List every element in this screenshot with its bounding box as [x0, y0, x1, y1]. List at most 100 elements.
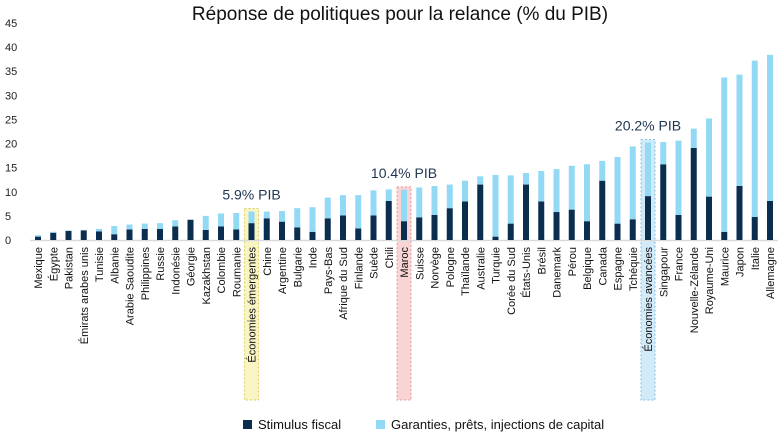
- bar-guarantees: [127, 225, 133, 230]
- x-tick-label: Norvège: [430, 247, 442, 289]
- bar-guarantees: [96, 229, 102, 231]
- x-tick-label: Albanie: [109, 247, 121, 284]
- bar-guarantees: [477, 176, 483, 184]
- bar-guarantees: [233, 213, 239, 229]
- x-tick-label: Roumanie: [231, 247, 243, 297]
- y-tick-label: 40: [5, 42, 17, 54]
- x-tick-label: Pérou: [567, 247, 579, 276]
- x-tick-label: Mexique: [33, 247, 45, 289]
- bar-guarantees: [493, 175, 499, 237]
- x-tick-label: Russie: [155, 247, 167, 281]
- bar-fiscal: [676, 215, 682, 240]
- x-tick-label: Inde: [308, 247, 320, 268]
- y-tick-label: 35: [5, 66, 17, 78]
- bar-fiscal: [172, 226, 178, 240]
- bar-fiscal: [615, 224, 621, 240]
- bar-fiscal: [706, 197, 712, 240]
- x-tick-label: Royaume-Uni: [704, 247, 716, 314]
- bar-fiscal: [127, 229, 133, 240]
- bar-guarantees: [554, 169, 560, 212]
- bar-guarantees: [35, 235, 41, 236]
- bar-fiscal: [81, 230, 87, 240]
- bar-guarantees: [462, 181, 468, 202]
- bar-fiscal: [721, 232, 727, 240]
- y-tick-label: 30: [5, 90, 17, 102]
- bar-fiscal: [538, 201, 544, 240]
- bar-fiscal: [432, 215, 438, 240]
- bar-fiscal: [599, 181, 605, 240]
- x-tick-label: Italie: [750, 247, 762, 270]
- bar-fiscal: [355, 228, 361, 240]
- bar-fiscal: [142, 229, 148, 240]
- bar-guarantees: [615, 157, 621, 224]
- bar-guarantees: [569, 166, 575, 210]
- bar-fiscal: [96, 231, 102, 240]
- x-tick-label: Argentine: [277, 247, 289, 294]
- x-tick-label: Maurice: [719, 247, 731, 286]
- bar-fiscal: [447, 208, 453, 240]
- x-tick-label: Économies émergentes: [246, 247, 259, 363]
- bar-fiscal: [645, 196, 651, 240]
- bar-fiscal: [264, 218, 270, 240]
- bar-guarantees: [432, 186, 438, 215]
- x-tick-label: Pays-Bas: [323, 247, 335, 295]
- x-tick-label: Turquie: [491, 247, 503, 284]
- x-tick-label: États-Unis: [520, 247, 533, 298]
- bar-fiscal: [508, 224, 514, 240]
- y-tick-label: 10: [5, 187, 17, 199]
- bar-fiscal: [157, 229, 163, 240]
- annotation-label: 20.2% PIB: [615, 118, 681, 134]
- bar-fiscal: [752, 217, 758, 240]
- x-tick-label: Arabie Saoudite: [125, 247, 137, 325]
- bar-guarantees: [523, 173, 529, 185]
- x-tick-label: Kazakhstan: [201, 247, 213, 304]
- y-tick-label: 0: [5, 235, 11, 247]
- bar-guarantees: [142, 224, 148, 229]
- y-tick-label: 15: [5, 163, 17, 175]
- bar-guarantees: [630, 146, 636, 219]
- bar-fiscal: [371, 215, 377, 240]
- bar-guarantees: [447, 185, 453, 209]
- bar-fiscal: [203, 230, 209, 240]
- bar-guarantees: [50, 232, 56, 233]
- bar-guarantees: [599, 161, 605, 181]
- x-tick-label: Suède: [369, 247, 381, 279]
- legend-label-fiscal: Stimulus fiscal: [258, 417, 341, 432]
- bar-guarantees: [645, 143, 651, 197]
- x-tick-label: Belgique: [582, 247, 594, 290]
- x-tick-label: Colombie: [216, 247, 228, 293]
- bar-guarantees: [157, 223, 163, 229]
- x-tick-label: Bulgarie: [292, 247, 304, 287]
- bar-fiscal: [462, 201, 468, 240]
- bar-fiscal: [523, 185, 529, 240]
- bar-fiscal: [554, 212, 560, 240]
- bar-guarantees: [279, 211, 285, 222]
- x-tick-label: Maroc: [399, 247, 411, 278]
- bar-fiscal: [50, 233, 56, 240]
- bar-fiscal: [386, 201, 392, 240]
- x-tick-label: Danemark: [552, 247, 564, 298]
- bar-guarantees: [371, 190, 377, 215]
- bar-guarantees: [691, 129, 697, 148]
- legend-swatch-guarantees: [376, 420, 385, 429]
- bar-fiscal: [111, 234, 117, 240]
- bar-guarantees: [218, 213, 224, 226]
- x-tick-label: Chili: [384, 247, 396, 268]
- bar-guarantees: [752, 61, 758, 217]
- x-tick-label: Canada: [597, 246, 609, 285]
- x-tick-label: Allemagne: [765, 247, 777, 299]
- x-tick-label: Japon: [735, 247, 747, 277]
- bar-guarantees: [721, 77, 727, 231]
- bar-fiscal: [477, 185, 483, 240]
- bar-guarantees: [355, 195, 361, 228]
- bar-guarantees: [416, 187, 422, 217]
- x-tick-label: Égypte: [47, 247, 60, 281]
- bar-guarantees: [660, 142, 666, 164]
- x-tick-label: Afrique du Sud: [338, 247, 350, 320]
- bar-guarantees: [706, 118, 712, 196]
- x-tick-label: Pakistan: [64, 247, 76, 289]
- bar-fiscal: [691, 148, 697, 240]
- bar-guarantees: [203, 216, 209, 230]
- chart-title: Réponse de politiques pour la relance (%…: [192, 4, 608, 25]
- bar-fiscal: [401, 221, 407, 240]
